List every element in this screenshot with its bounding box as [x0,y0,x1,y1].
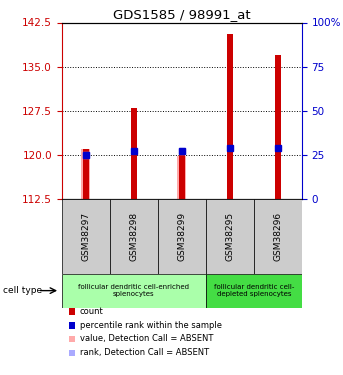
Bar [254,199,302,274]
Bar [69,308,75,315]
Bar [69,350,75,356]
Bar [110,199,158,274]
Bar [158,199,206,274]
Text: GSM38299: GSM38299 [177,211,186,261]
Bar [227,34,233,199]
Bar [179,153,185,199]
Text: percentile rank within the sample: percentile rank within the sample [80,321,222,330]
Text: rank, Detection Call = ABSENT: rank, Detection Call = ABSENT [80,348,209,357]
Title: GDS1585 / 98991_at: GDS1585 / 98991_at [113,8,251,21]
Text: cell type: cell type [3,286,43,295]
Bar [177,156,186,199]
Bar [69,336,75,342]
Text: GSM38298: GSM38298 [129,211,138,261]
Bar [69,322,75,328]
Text: count: count [80,307,104,316]
Bar [131,108,137,199]
Text: value, Detection Call = ABSENT: value, Detection Call = ABSENT [80,334,213,344]
Bar [62,274,206,308]
Text: follicular dendritic cell-
depleted splenocytes: follicular dendritic cell- depleted sple… [214,284,294,297]
Bar [206,274,302,308]
Text: GSM38296: GSM38296 [273,211,282,261]
Text: GSM38295: GSM38295 [225,211,234,261]
Bar [81,149,90,199]
Text: GSM38297: GSM38297 [81,211,90,261]
Bar [206,199,254,274]
Bar [275,55,281,199]
Text: follicular dendritic cell-enriched
splenocytes: follicular dendritic cell-enriched splen… [78,284,189,297]
Bar [62,199,110,274]
Bar [83,149,88,199]
